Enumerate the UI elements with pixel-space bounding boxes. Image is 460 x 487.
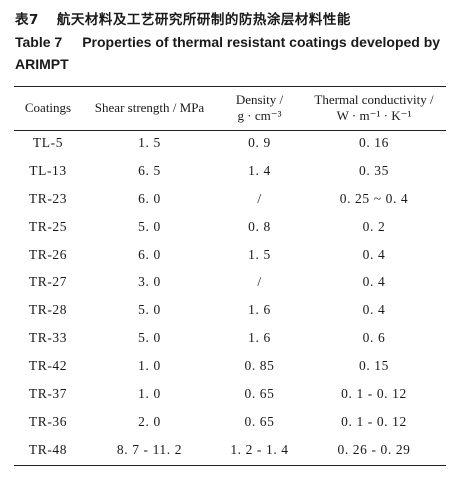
cell-thermal: 0. 4 [362,246,386,262]
table-row: TR-36 2. 0 0. 65 0. 1 - 0. 12 [14,408,446,436]
cell-shear: 6. 0 [138,246,161,262]
cell-coating: TR-48 [28,441,68,457]
header-density-unit: g · cm⁻³ [237,108,282,123]
table-row: TR-33 5. 0 1. 6 0. 6 [14,324,446,352]
table-bottom-rule [14,465,446,466]
cell-density: 0. 65 [244,413,275,429]
cell-coating: TL-13 [29,162,67,178]
cell-coating: TR-33 [28,330,68,346]
cell-coating: TR-37 [28,385,68,401]
cell-density: 0. 8 [248,218,271,234]
cell-coating: TR-36 [28,413,68,429]
cell-coating: TR-27 [28,274,68,290]
cell-shear: 5. 0 [138,218,161,234]
header-thermal-conductivity: Thermal conductivity / W · m⁻¹ · K⁻¹ [302,87,446,129]
table-row: TR-27 3. 0 / 0. 4 [14,268,446,296]
cell-shear: 8. 7 - 11. 2 [116,441,183,457]
cell-shear: 6. 0 [138,190,161,206]
cell-thermal: 0. 4 [362,302,386,318]
cell-coating: TR-25 [28,218,68,234]
cell-thermal: 0. 1 - 0. 12 [341,413,407,429]
cell-density: 1. 6 [248,330,271,346]
cell-coating: TR-42 [28,358,68,374]
cell-density: 1. 2 - 1. 4 [230,441,289,457]
header-density-label: Density / [235,92,284,107]
cell-shear: 1. 0 [138,358,161,374]
caption-en-title: Properties of thermal resistant coatings… [15,34,441,72]
coatings-table: Coatings Shear strength / MPa Density / … [14,87,446,464]
caption-cn-number: 表7 [15,12,39,28]
cell-thermal: 0. 4 [362,274,386,290]
table-top-rule [14,86,446,87]
cell-density: / [257,190,262,206]
cell-shear: 1. 0 [138,385,161,401]
header-density: Density / g · cm⁻³ [217,87,302,129]
cell-coating: TR-28 [28,302,68,318]
cell-thermal: 0. 1 - 0. 12 [341,385,407,401]
table-row: TR-42 1. 0 0. 85 0. 15 [14,352,446,380]
cell-density: 1. 5 [248,246,271,262]
cell-shear: 5. 0 [138,302,161,318]
cell-thermal: 0. 15 [359,358,389,374]
table-row: TR-37 1. 0 0. 65 0. 1 - 0. 12 [14,380,446,408]
table-row: TR-23 6. 0 / 0. 25 ~ 0. 4 [14,185,446,213]
cell-density: 0. 9 [248,134,271,150]
table-row: TR-28 5. 0 1. 6 0. 4 [14,296,446,324]
table-row: TR-26 6. 0 1. 5 0. 4 [14,241,446,269]
cell-thermal: 0. 2 [362,218,386,234]
caption-cn-title: 航天材料及工艺研究所研制的防热涂层材料性能 [56,12,351,28]
cell-shear: 5. 0 [138,330,161,346]
header-thermal-label: Thermal conductivity / [314,92,434,107]
cell-thermal: 0. 25 ~ 0. 4 [339,190,409,206]
table-header-rule [14,130,446,131]
cell-thermal: 0. 26 - 0. 29 [337,441,411,457]
cell-density: 1. 4 [248,162,271,178]
cell-thermal: 0. 6 [362,330,386,346]
cell-coating: TR-23 [28,190,68,206]
table-header-row: Coatings Shear strength / MPa Density / … [14,87,446,129]
header-shear-strength: Shear strength / MPa [94,100,205,115]
cell-shear: 2. 0 [138,413,161,429]
caption-chinese: 表7 航天材料及工艺研究所研制的防热涂层材料性能 [15,8,351,28]
header-thermal-unit: W · m⁻¹ · K⁻¹ [336,108,412,123]
cell-density: 0. 85 [244,358,275,374]
table-row: TL-13 6. 5 1. 4 0. 35 [14,157,446,185]
caption-english: Table 7 Properties of thermal resistant c… [15,31,455,75]
cell-thermal: 0. 16 [359,134,389,150]
cell-density: 1. 6 [248,302,271,318]
cell-coating: TR-26 [28,246,68,262]
cell-shear: 1. 5 [138,134,161,150]
cell-shear: 3. 0 [138,274,161,290]
table-row: TL-5 1. 5 0. 9 0. 16 [14,129,446,157]
header-coatings: Coatings [24,100,72,115]
caption-en-number: Table 7 [15,34,63,50]
cell-thermal: 0. 35 [359,162,389,178]
cell-density: 0. 65 [244,385,275,401]
cell-density: / [257,274,262,290]
table-row: TR-25 5. 0 0. 8 0. 2 [14,213,446,241]
cell-shear: 6. 5 [138,162,161,178]
table-row: TR-48 8. 7 - 11. 2 1. 2 - 1. 4 0. 26 - 0… [14,436,446,464]
cell-coating: TL-5 [32,134,64,150]
